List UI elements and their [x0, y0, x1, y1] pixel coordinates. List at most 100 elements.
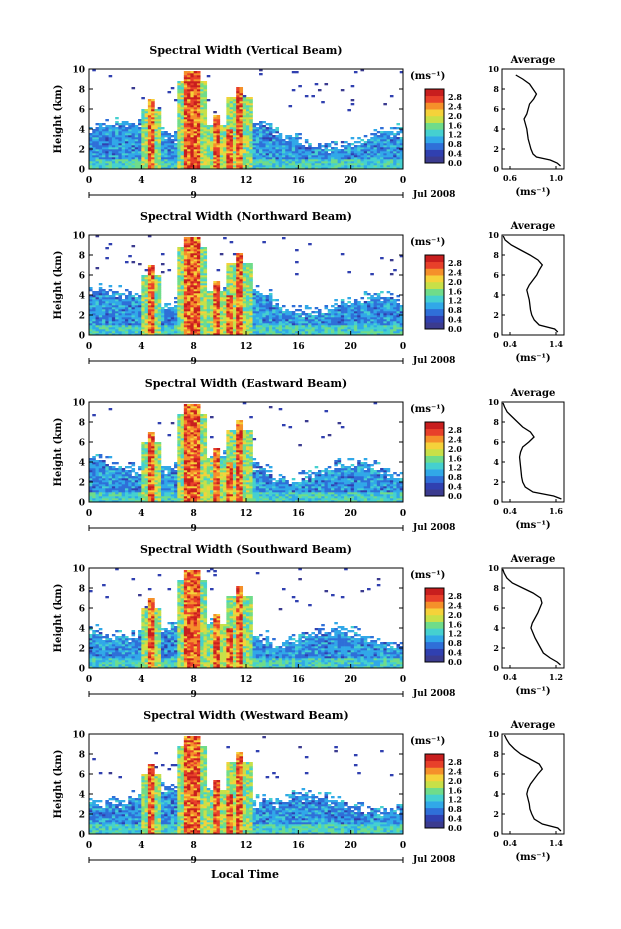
heatmap-cell — [304, 151, 309, 154]
heatmap-cell — [350, 329, 355, 332]
heatmap-cell — [357, 153, 361, 156]
heatmap-cell — [151, 123, 155, 126]
heatmap-cell — [196, 293, 201, 296]
heatmap-cell — [288, 321, 293, 324]
heatmap-cell — [383, 311, 387, 314]
heatmap-cell — [275, 137, 280, 140]
heatmap-cell — [174, 167, 178, 170]
heatmap-cell — [367, 163, 371, 166]
heatmap-cell — [252, 149, 257, 152]
heatmap-cell — [187, 319, 191, 322]
heatmap-cell — [200, 289, 204, 292]
heatmap-cell — [111, 167, 116, 170]
heatmap-cell — [177, 149, 181, 152]
heatmap-cell — [363, 157, 368, 160]
heatmap-cell — [262, 127, 266, 130]
heatmap-cell — [249, 127, 253, 130]
heatmap-cell — [115, 165, 119, 168]
heatmap-cell — [118, 478, 123, 481]
heatmap-cell — [89, 137, 93, 140]
heatmap-cell — [281, 237, 286, 240]
heatmap-cell — [295, 135, 299, 138]
heatmap-cell — [327, 161, 332, 164]
heatmap-cell — [121, 153, 126, 156]
heatmap-cell — [246, 151, 250, 154]
heatmap-cell — [89, 462, 93, 465]
heatmap-cell — [232, 133, 237, 136]
heatmap-cell — [108, 133, 113, 136]
heatmap-cell — [105, 329, 109, 332]
heatmap-cell — [118, 315, 123, 318]
heatmap-cell — [380, 127, 384, 130]
heatmap-cell — [177, 309, 181, 312]
heatmap-cell — [350, 321, 355, 324]
heatmap-cell — [187, 139, 191, 142]
heatmap-cell — [92, 492, 96, 495]
heatmap-cell — [115, 333, 119, 336]
heatmap-cell — [219, 301, 224, 304]
heatmap-cell — [105, 135, 109, 138]
heatmap-cell — [154, 307, 158, 310]
heatmap-cell — [180, 85, 185, 88]
heatmap-cell — [154, 323, 158, 326]
heatmap-cell — [200, 251, 204, 254]
heatmap-cell — [102, 299, 106, 302]
heatmap-cell — [389, 143, 394, 146]
heatmap-cell — [200, 279, 204, 282]
heatmap-cell — [226, 153, 230, 156]
heatmap-cell — [265, 163, 270, 166]
heatmap-cell — [183, 245, 188, 248]
heatmap-cell — [259, 161, 263, 164]
heatmap-cell — [216, 303, 221, 306]
heatmap-cell — [278, 145, 283, 148]
heatmap-cell — [147, 143, 152, 146]
heatmap-cell — [301, 161, 306, 164]
heatmap-cell — [164, 309, 168, 312]
heatmap-cell — [115, 155, 119, 158]
heatmap-cell — [373, 147, 378, 150]
heatmap-cell — [196, 287, 201, 290]
heatmap-cell — [291, 151, 296, 154]
heatmap-cell — [386, 313, 391, 316]
heatmap-cell — [203, 289, 208, 292]
heatmap-cell — [229, 119, 234, 122]
heatmap-cell — [193, 145, 198, 148]
heatmap-cell — [193, 313, 198, 316]
heatmap-cell — [177, 101, 181, 104]
heatmap-cell — [396, 165, 401, 168]
heatmap-cell — [144, 135, 149, 138]
heatmap-cell — [187, 127, 191, 130]
heatmap-cell — [154, 157, 158, 160]
avg-x-tick-label: 0.4 — [503, 339, 517, 349]
heatmap-cell — [236, 291, 240, 294]
heatmap-cell — [285, 311, 289, 314]
heatmap-cell — [200, 263, 204, 266]
heatmap-cell — [193, 111, 198, 114]
heatmap-cell — [268, 333, 273, 336]
heatmap-cell — [242, 303, 247, 306]
heatmap-cell — [151, 121, 155, 124]
heatmap-cell — [203, 95, 208, 98]
heatmap-cell — [187, 237, 191, 240]
heatmap-cell — [105, 488, 109, 491]
heatmap-cell — [216, 115, 221, 118]
heatmap-cell — [239, 87, 244, 90]
heatmap-cell — [216, 145, 221, 148]
heatmap-cell — [131, 261, 136, 264]
heatmap-cell — [232, 117, 237, 120]
heatmap-cell — [242, 281, 247, 284]
heatmap-cell — [180, 321, 185, 324]
heatmap-cell — [288, 317, 293, 320]
heatmap-cell — [131, 149, 136, 152]
heatmap-cell — [203, 319, 208, 322]
heatmap-cell — [229, 297, 234, 300]
heatmap-cell — [183, 95, 188, 98]
heatmap-cell — [190, 163, 194, 166]
heatmap-cell — [298, 149, 302, 152]
heatmap-cell — [196, 281, 201, 284]
heatmap-cell — [265, 145, 270, 148]
heatmap-cell — [232, 157, 237, 160]
heatmap-cell — [102, 317, 106, 320]
heatmap-cell — [121, 319, 126, 322]
heatmap-cell — [177, 249, 181, 252]
